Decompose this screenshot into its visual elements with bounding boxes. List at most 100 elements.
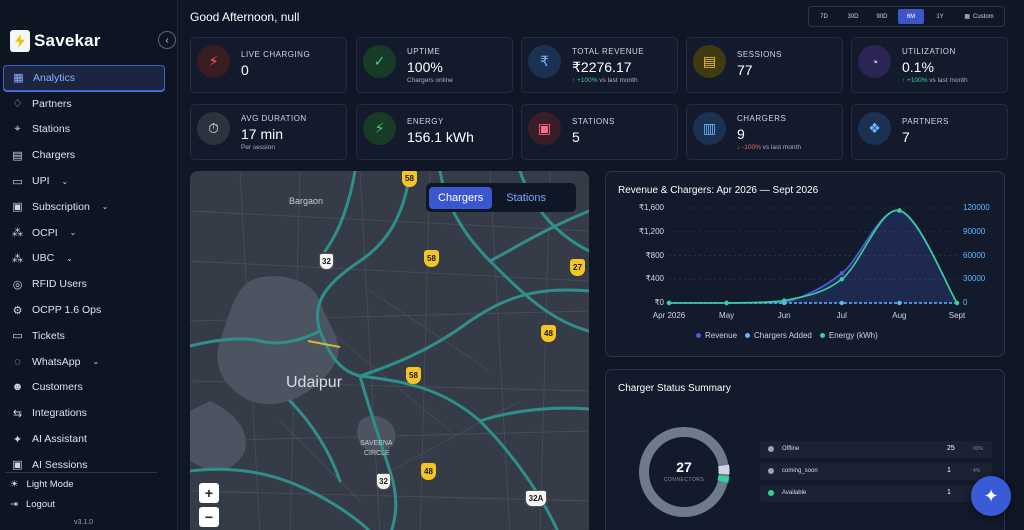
handshake-icon: ♢ bbox=[12, 98, 23, 111]
kpi-sub-text: vs last month bbox=[929, 77, 968, 84]
range-30d[interactable]: 30D bbox=[847, 13, 859, 20]
sparkle-icon: ✦ bbox=[983, 485, 999, 506]
greeting: Good Afternoon, null bbox=[190, 10, 300, 24]
sidebar-item-rfid-users[interactable]: ◎ RFID Users bbox=[3, 271, 165, 297]
data-point-energy-kwh[interactable] bbox=[666, 300, 672, 306]
range-6m[interactable]: 6M bbox=[898, 9, 924, 24]
rfid-icon: ◎ bbox=[12, 278, 23, 291]
data-point-energy-kwh[interactable] bbox=[954, 300, 960, 306]
kpi-label: UTILIZATION bbox=[902, 47, 956, 56]
kpi-sub-text: Per session bbox=[241, 144, 275, 151]
light-mode-toggle[interactable]: ☀ Light Mode bbox=[10, 479, 74, 490]
sidebar-item-analytics[interactable]: ▦ Analytics bbox=[3, 65, 165, 91]
data-point-energy-kwh[interactable] bbox=[839, 277, 844, 282]
sidebar-item-label: Stations bbox=[32, 123, 70, 136]
sidebar-item-ocpi[interactable]: ⁂ OCPI ⌄ bbox=[3, 220, 165, 246]
data-point-chargers-added[interactable] bbox=[839, 300, 844, 306]
sidebar-item-tickets[interactable]: ▭ Tickets bbox=[3, 323, 165, 349]
sidebar-divider bbox=[5, 472, 157, 473]
sidebar-item-whatsapp[interactable]: ◌ WhatsApp ⌄ bbox=[3, 349, 165, 375]
check-circle-icon: ✓ bbox=[363, 45, 396, 78]
stations-map[interactable]: Bargaon Udaipur SAVEENA CIRCLE 58 32 58 … bbox=[190, 171, 589, 530]
range-7d[interactable]: 7D bbox=[820, 13, 828, 20]
sidebar-item-ocpp-1-6-ops[interactable]: ⚙ OCPP 1.6 Ops bbox=[3, 297, 165, 323]
logout-label: Logout bbox=[25, 499, 56, 510]
logout-button[interactable]: ⇥ Logout bbox=[10, 499, 55, 510]
kpi-value: 7 bbox=[902, 129, 910, 145]
sidebar-item-chargers[interactable]: ▤ Chargers bbox=[3, 142, 165, 168]
ai-assistant-fab[interactable]: ✦ bbox=[971, 476, 1011, 516]
legend-item[interactable]: Energy (kWh) bbox=[819, 331, 878, 340]
range-1y[interactable]: 1Y bbox=[936, 13, 944, 20]
sidebar-item-ai-sessions[interactable]: ▣ AI Sessions bbox=[3, 452, 165, 478]
ai-sessions-icon: ▣ bbox=[12, 459, 23, 472]
date-range-selector: 7D 30D 90D 6M 1Y ▦ Custom bbox=[808, 6, 1005, 27]
kpi-value: 5 bbox=[572, 129, 580, 145]
stopwatch-icon: ⏱ bbox=[197, 112, 230, 145]
map-label-udaipur: Udaipur bbox=[286, 374, 343, 391]
hub-icon: ⁂ bbox=[12, 252, 23, 265]
x-tick: Aug bbox=[892, 311, 907, 320]
chevron-down-icon: ⌄ bbox=[69, 228, 77, 238]
connector-total: 27 bbox=[676, 459, 692, 475]
sidebar-item-upi[interactable]: ▭ UPI ⌄ bbox=[3, 168, 165, 194]
sidebar-item-ai-assistant[interactable]: ✦ AI Assistant bbox=[3, 426, 165, 452]
highway-shield: 27 bbox=[570, 259, 585, 276]
sidebar-item-label: AI Sessions bbox=[32, 458, 88, 471]
sidebar-item-label: OCPI bbox=[32, 226, 58, 239]
sidebar-item-label: UBC bbox=[32, 252, 55, 265]
range-90d[interactable]: 90D bbox=[876, 13, 888, 20]
sidebar: Savekar ‹ ▦ Analytics ♢ Partners ⌖ Stations ▤ C… bbox=[0, 0, 178, 530]
kpi-card-stations: ▣ STATIONS 5 bbox=[521, 104, 678, 160]
chevron-down-icon: ⌄ bbox=[92, 357, 100, 367]
range-custom[interactable]: ▦ Custom bbox=[956, 9, 1002, 24]
sidebar-item-stations[interactable]: ⌖ Stations bbox=[3, 117, 165, 143]
revenue-chart-plot bbox=[666, 207, 960, 306]
status-dot-icon bbox=[768, 490, 774, 496]
kpi-sub: ↑ +100% vs last month bbox=[902, 77, 968, 84]
status-name: Available bbox=[782, 490, 807, 496]
zoom-in-button[interactable]: + bbox=[199, 483, 219, 503]
zoom-out-button[interactable]: − bbox=[199, 507, 219, 527]
sidebar-item-subscription[interactable]: ▣ Subscription ⌄ bbox=[3, 194, 165, 220]
kpi-value: 77 bbox=[737, 62, 753, 78]
highway-shield: 32 bbox=[376, 473, 391, 490]
savekar-logo-icon bbox=[10, 30, 30, 52]
x-tick: Jun bbox=[777, 311, 791, 320]
map-label-saveena: SAVEENA bbox=[360, 440, 393, 447]
legend-item[interactable]: Chargers Added bbox=[745, 331, 812, 340]
kpi-trend: ↑ +100% bbox=[902, 77, 928, 84]
network-icon: ⁂ bbox=[12, 227, 23, 240]
data-point-energy-kwh[interactable] bbox=[724, 300, 729, 306]
data-point-energy-kwh[interactable] bbox=[782, 298, 787, 303]
sidebar-item-ubc[interactable]: ⁂ UBC ⌄ bbox=[3, 246, 165, 272]
status-row-offline: Offline 25 93% bbox=[760, 441, 992, 458]
y-tick-right: 0 bbox=[963, 298, 968, 307]
legend-item[interactable]: Revenue bbox=[696, 331, 737, 340]
series-area-revenue bbox=[669, 210, 957, 303]
collapse-sidebar-button[interactable]: ‹ bbox=[158, 31, 176, 49]
legend-dot-icon bbox=[819, 333, 825, 338]
brand[interactable]: Savekar bbox=[10, 30, 101, 52]
map-tab-chargers[interactable]: Chargers bbox=[429, 186, 493, 209]
chevron-down-icon: ⌄ bbox=[61, 176, 69, 186]
status-percent: 93% bbox=[973, 446, 984, 452]
map-roads bbox=[190, 171, 589, 530]
brand-name: Savekar bbox=[34, 31, 101, 50]
kpi-card-sessions: ▤ SESSIONS 77 bbox=[686, 37, 843, 93]
app-version: v3.1.0 bbox=[74, 519, 94, 526]
kpi-value: 156.1 kWh bbox=[407, 129, 474, 145]
sidebar-item-label: Tickets bbox=[32, 329, 65, 342]
map-tab-stations[interactable]: Stations bbox=[506, 191, 546, 204]
legend-label: Revenue bbox=[705, 331, 738, 340]
status-row-coming-soon: coming_soon 1 4% bbox=[760, 463, 992, 480]
calendar-icon: ▦ bbox=[964, 14, 970, 20]
data-point-energy-kwh[interactable] bbox=[897, 208, 902, 213]
data-point-chargers-added[interactable] bbox=[897, 300, 902, 306]
sidebar-item-integrations[interactable]: ⇆ Integrations bbox=[3, 400, 165, 426]
subscription-icon: ▣ bbox=[12, 201, 23, 214]
data-point-revenue[interactable] bbox=[839, 271, 844, 276]
charger-icon: ▤ bbox=[12, 149, 23, 162]
sidebar-item-customers[interactable]: ☻ Customers bbox=[3, 375, 165, 401]
sidebar-item-partners[interactable]: ♢ Partners bbox=[3, 91, 165, 117]
